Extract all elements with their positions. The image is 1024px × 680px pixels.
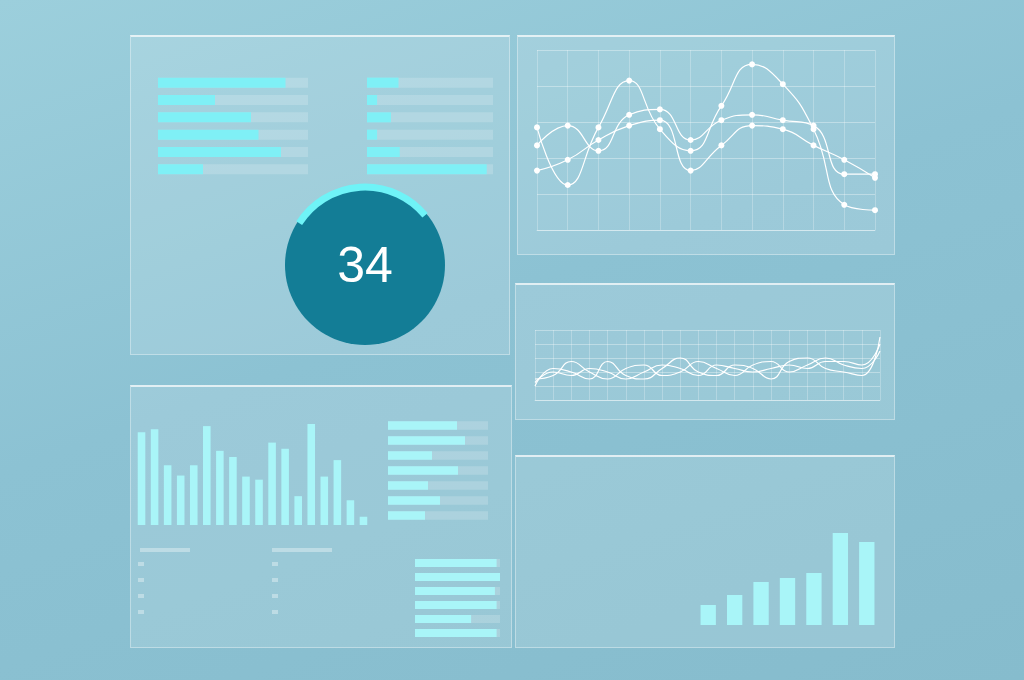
svg-text:34: 34 — [337, 237, 393, 293]
